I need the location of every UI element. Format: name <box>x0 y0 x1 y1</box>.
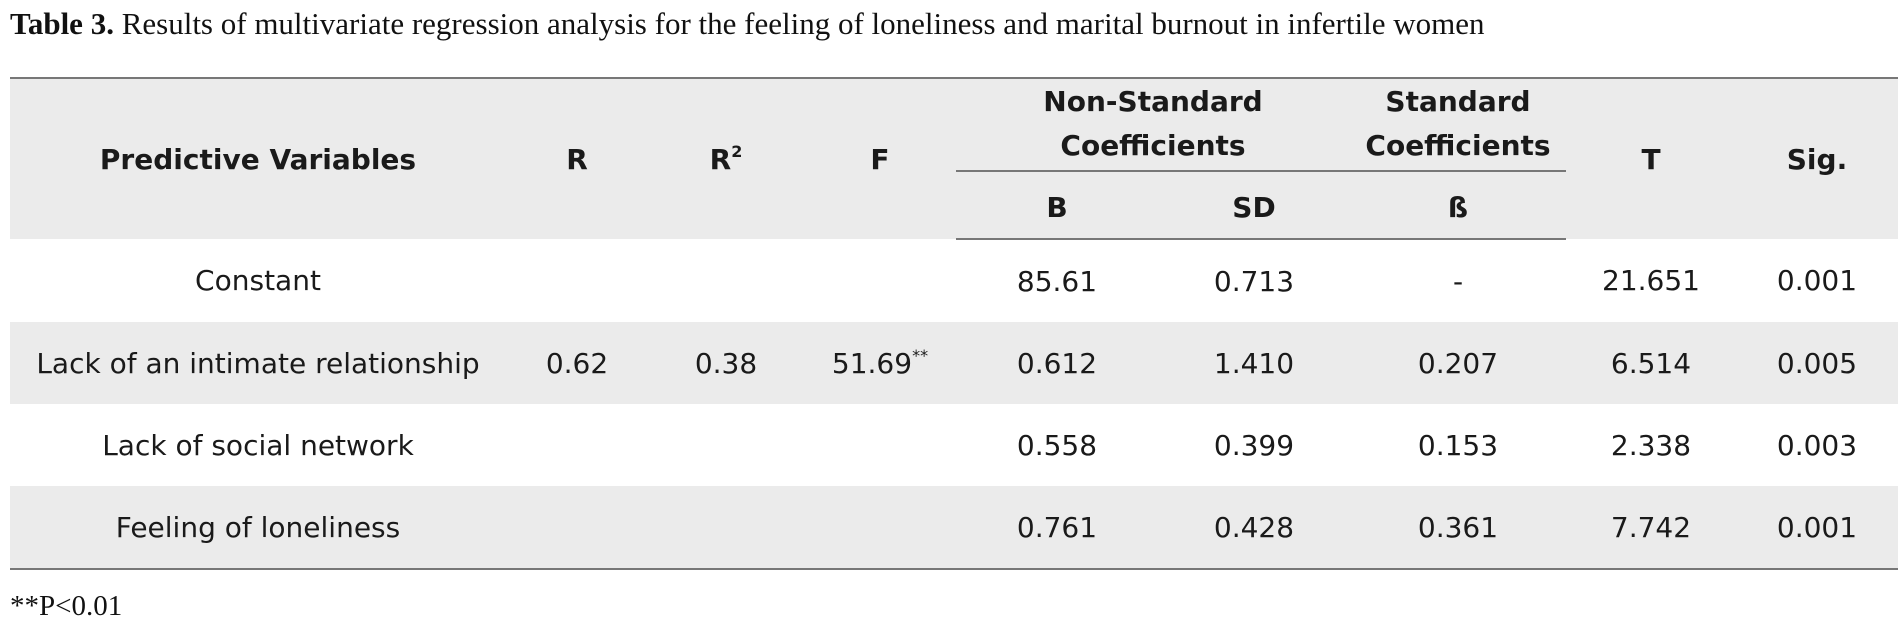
regression-table: Predictive Variables R R2 F Non-Standard… <box>10 77 1898 570</box>
header-non-standard-coefficients: Non-Standard Coefficients <box>956 77 1350 176</box>
header-r2-superscript: 2 <box>731 141 743 161</box>
cell-t: 7.742 <box>1566 486 1736 570</box>
cell-r2 <box>648 404 804 486</box>
cell-f <box>804 239 956 322</box>
header-std-line2: Coefficients <box>1350 124 1566 172</box>
cell-b: 85.61 <box>1016 264 1098 298</box>
header-nonstd-line1: Non-Standard <box>1043 85 1263 118</box>
header-beta: ß <box>1350 176 1566 240</box>
cell-variable: Constant <box>195 264 321 297</box>
cell-sig: 0.001 <box>1776 264 1858 297</box>
cell-b: 0.558 <box>1016 428 1098 462</box>
cell-r: 0.62 <box>506 322 648 404</box>
cell-beta: 0.153 <box>1417 428 1499 462</box>
cell-sd: 0.713 <box>1213 264 1295 298</box>
table-footnote: **P<0.01 <box>10 590 123 622</box>
cell-r2 <box>648 486 804 570</box>
header-sig: Sig. <box>1736 77 1898 239</box>
table-row: Feeling of loneliness 0.761 0.428 0.361 … <box>10 486 1898 570</box>
header-standard-coefficients: Standard Coefficients <box>1350 77 1566 176</box>
cell-beta: 0.207 <box>1350 322 1566 404</box>
cell-sig: 0.005 <box>1736 322 1898 404</box>
header-t: T <box>1566 77 1736 239</box>
header-f: F <box>804 77 956 239</box>
header-sd: SD <box>1158 176 1350 240</box>
cell-f: 51.69** <box>804 322 956 404</box>
header-predictive-variables: Predictive Variables <box>10 77 506 239</box>
header-nonstd-line2: Coefficients <box>956 124 1350 172</box>
cell-r2 <box>648 239 804 322</box>
table-row: Constant 85.61 0.713 - 21.651 0.001 <box>10 239 1898 322</box>
caption-label: Table 3. <box>10 6 114 41</box>
header-r: R <box>506 77 648 239</box>
table-body: Constant 85.61 0.713 - 21.651 0.001 Lack… <box>10 239 1898 570</box>
caption-text: Results of multivariate regression analy… <box>113 6 1485 41</box>
cell-t: 2.338 <box>1610 428 1692 462</box>
cell-r2: 0.38 <box>648 322 804 404</box>
table-caption: Table 3. Results of multivariate regress… <box>10 4 1900 44</box>
table-header: Predictive Variables R R2 F Non-Standard… <box>10 77 1898 240</box>
cell-f <box>804 404 956 486</box>
cell-t: 6.514 <box>1566 322 1736 404</box>
cell-f <box>804 486 956 570</box>
header-std-line1: Standard <box>1385 85 1531 118</box>
cell-sig: 0.003 <box>1776 428 1858 462</box>
cell-sd: 0.399 <box>1213 428 1295 462</box>
table-row: Lack of an intimate relationship 0.62 0.… <box>10 322 1898 404</box>
cell-sd: 1.410 <box>1158 322 1350 404</box>
cell-b: 0.761 <box>956 486 1158 570</box>
cell-r <box>506 486 648 570</box>
cell-t: 21.651 <box>1602 264 1700 297</box>
cell-sd: 0.428 <box>1158 486 1350 570</box>
cell-beta: 0.361 <box>1350 486 1566 570</box>
cell-beta: - <box>1452 264 1464 298</box>
cell-f-superscript: ** <box>912 345 929 365</box>
cell-f-value: 51.69 <box>831 346 913 380</box>
header-b: B <box>956 176 1158 240</box>
header-r-squared: R2 <box>648 77 804 239</box>
cell-b: 0.612 <box>956 322 1158 404</box>
header-r2-base: R <box>709 142 732 176</box>
cell-r <box>506 404 648 486</box>
cell-variable: Lack of an intimate relationship <box>10 322 506 404</box>
cell-r <box>506 239 648 322</box>
cell-variable: Lack of social network <box>102 428 414 462</box>
cell-variable: Feeling of loneliness <box>10 486 506 570</box>
cell-sig: 0.001 <box>1736 486 1898 570</box>
table-row: Lack of social network 0.558 0.399 0.153… <box>10 404 1898 486</box>
